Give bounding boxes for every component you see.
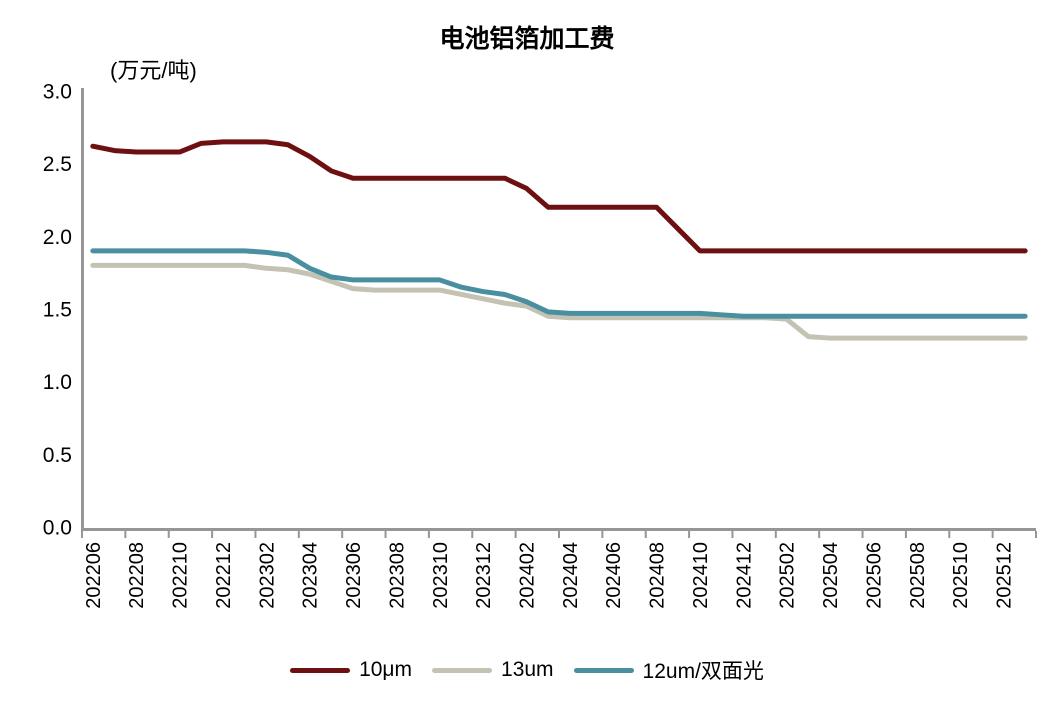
x-axis-tick-label: 202404 — [560, 542, 582, 609]
x-axis-tick-label: 202212 — [213, 542, 235, 609]
y-axis-tick-label: 1.0 — [43, 371, 72, 394]
series-line-10μm — [90, 139, 1028, 254]
x-axis-tick-label: 202208 — [126, 542, 148, 609]
legend-swatch-13um — [432, 667, 493, 673]
x-axis-tick-label: 202504 — [820, 542, 842, 609]
legend-swatch-12um — [573, 667, 634, 673]
y-axis-tick-label: 0.0 — [43, 517, 72, 540]
legend-label-12um: 12um/双面光 — [642, 660, 764, 683]
series-line-12um/双面光 — [90, 248, 1028, 319]
legend-item-12um: 12um/双面光 — [573, 655, 764, 685]
x-axis-tick-label: 202502 — [777, 542, 799, 609]
x-axis-tick-label: 202306 — [343, 542, 365, 609]
y-axis-unit-label: (万元/吨) — [110, 58, 197, 83]
chart-title: 电池铝箔加工费 — [439, 25, 615, 53]
x-axis-tick-label: 202412 — [733, 542, 755, 609]
y-axis-tick-label: 1.5 — [43, 299, 72, 322]
x-axis-tick-label: 202308 — [386, 542, 408, 609]
x-axis-tick-label: 202410 — [690, 542, 712, 609]
x-axis-tick-label: 202408 — [647, 542, 669, 609]
x-axis-tick-label: 202406 — [603, 542, 625, 609]
legend: 10μm 13um 12um/双面光 — [0, 655, 1054, 685]
legend-label-10um: 10μm — [359, 658, 413, 681]
legend-item-13um: 13um — [432, 658, 554, 682]
x-axis-tick-label: 202302 — [256, 542, 278, 609]
line-chart: 3.0 2.5 2.0 1.5 1.0 0.5 0.0 202206 202208 202210 2… — [43, 81, 1037, 609]
x-axis-tick-label: 202508 — [907, 542, 929, 609]
x-axis-tick-label: 202512 — [993, 542, 1015, 609]
x-axis-tick-label: 202506 — [863, 542, 885, 609]
x-axis-tick-label: 202304 — [300, 542, 322, 609]
y-axis-tick-label: 0.5 — [43, 444, 72, 467]
x-axis-tick-label: 202402 — [516, 542, 538, 609]
legend-item-10um: 10μm — [290, 658, 412, 682]
y-axis-tick-label: 2.0 — [43, 226, 72, 249]
legend-swatch-10um — [290, 667, 351, 673]
x-axis-tick-label: 202310 — [430, 542, 452, 609]
y-axis-tick-label: 3.0 — [43, 81, 72, 104]
legend-label-13um: 13um — [501, 658, 554, 681]
series-line-13um — [90, 262, 1028, 341]
x-axis-tick-label: 202206 — [83, 542, 105, 609]
x-axis-tick-label: 202210 — [170, 542, 192, 609]
x-axis-tick-label: 202312 — [473, 542, 495, 609]
y-axis-tick-label: 2.5 — [43, 153, 72, 176]
x-axis-tick-label: 202510 — [950, 542, 972, 609]
